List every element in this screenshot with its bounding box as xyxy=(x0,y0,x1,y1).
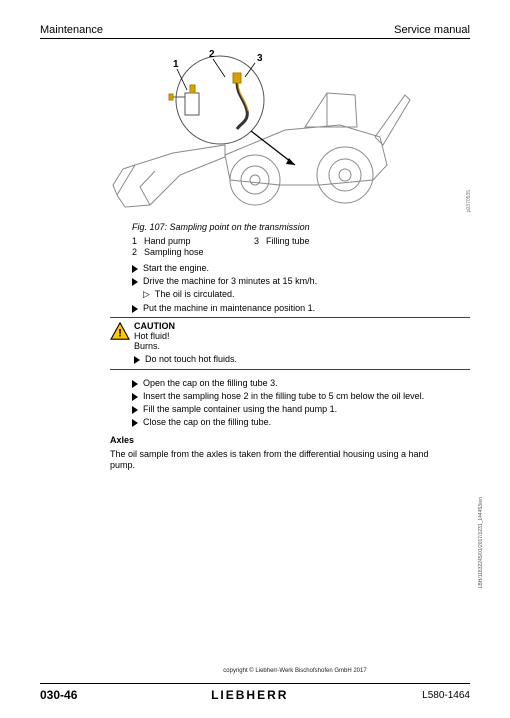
callout-2: 2 xyxy=(209,49,215,60)
caution-bullet: Do not touch hot fluids. xyxy=(145,354,237,364)
callout-3: 3 xyxy=(257,53,263,64)
sub-bullet-icon: ▷ xyxy=(143,289,150,300)
legend-num: 2 xyxy=(132,247,144,257)
bullet-icon xyxy=(134,356,140,364)
step-text: Fill the sample container using the hand… xyxy=(143,404,337,414)
bullet-icon xyxy=(132,265,138,273)
copyright: copyright © Liebherr-Werk Bischofshofen … xyxy=(40,668,510,674)
doc-code: L580-1464 xyxy=(422,690,470,701)
legend-label: Sampling hose xyxy=(144,247,254,257)
step-text: Start the engine. xyxy=(143,263,209,273)
figure: 1 2 3 p0370535 xyxy=(40,45,470,220)
legend-label: Filling tube xyxy=(266,236,470,246)
caution-line: Hot fluid! xyxy=(134,331,237,341)
axles-paragraph: The oil sample from the axles is taken f… xyxy=(110,449,430,472)
step-text: Insert the sampling hose 2 in the fillin… xyxy=(143,391,424,401)
figure-svg: 1 2 3 xyxy=(95,45,415,220)
warning-icon: ! xyxy=(110,322,130,340)
bullet-icon xyxy=(132,393,138,401)
header-rule xyxy=(40,38,470,39)
caution-title: CAUTION xyxy=(134,321,237,331)
figure-caption: Fig. 107: Sampling point on the transmis… xyxy=(132,222,470,232)
figure-code: p0370535 xyxy=(466,190,472,212)
caution-rule xyxy=(110,317,470,318)
caution-line: Burns. xyxy=(134,341,237,351)
step-text: Open the cap on the filling tube 3. xyxy=(143,378,278,388)
bullet-icon xyxy=(132,419,138,427)
svg-text:!: ! xyxy=(118,328,122,340)
caution-rule xyxy=(110,369,470,370)
legend-label: Hand pump xyxy=(144,236,254,246)
steps-a: Start the engine. Drive the machine for … xyxy=(132,263,470,313)
bullet-icon xyxy=(132,278,138,286)
step-subtext: The oil is circulated. xyxy=(155,289,235,299)
step-text: Put the machine in maintenance position … xyxy=(143,303,315,313)
header-left: Maintenance xyxy=(40,24,103,36)
bullet-icon xyxy=(132,406,138,414)
axles-heading: Axles xyxy=(110,435,470,445)
footer: 030-46 LIEBHERR L580-1464 xyxy=(40,683,470,702)
figure-legend: 1 Hand pump 3 Filling tube 2 Sampling ho… xyxy=(132,236,470,257)
callout-1: 1 xyxy=(173,59,179,70)
steps-b: Open the cap on the filling tube 3. Inse… xyxy=(132,378,470,427)
legend-num: 1 xyxy=(132,236,144,246)
bullet-icon xyxy=(132,380,138,388)
step-text: Drive the machine for 3 minutes at 15 km… xyxy=(143,276,317,286)
legend-num: 3 xyxy=(254,236,266,246)
bullet-icon xyxy=(132,305,138,313)
caution-block: ! CAUTION Hot fluid! Burns. Do not touch… xyxy=(110,321,470,367)
page-number: 030-46 xyxy=(40,688,77,702)
side-doc-code: LBH/11832245/01/2017/1231_144453/en xyxy=(478,497,484,588)
step-text: Close the cap on the filling tube. xyxy=(143,417,271,427)
header-right: Service manual xyxy=(394,24,470,36)
brand-logo: LIEBHERR xyxy=(211,688,288,702)
